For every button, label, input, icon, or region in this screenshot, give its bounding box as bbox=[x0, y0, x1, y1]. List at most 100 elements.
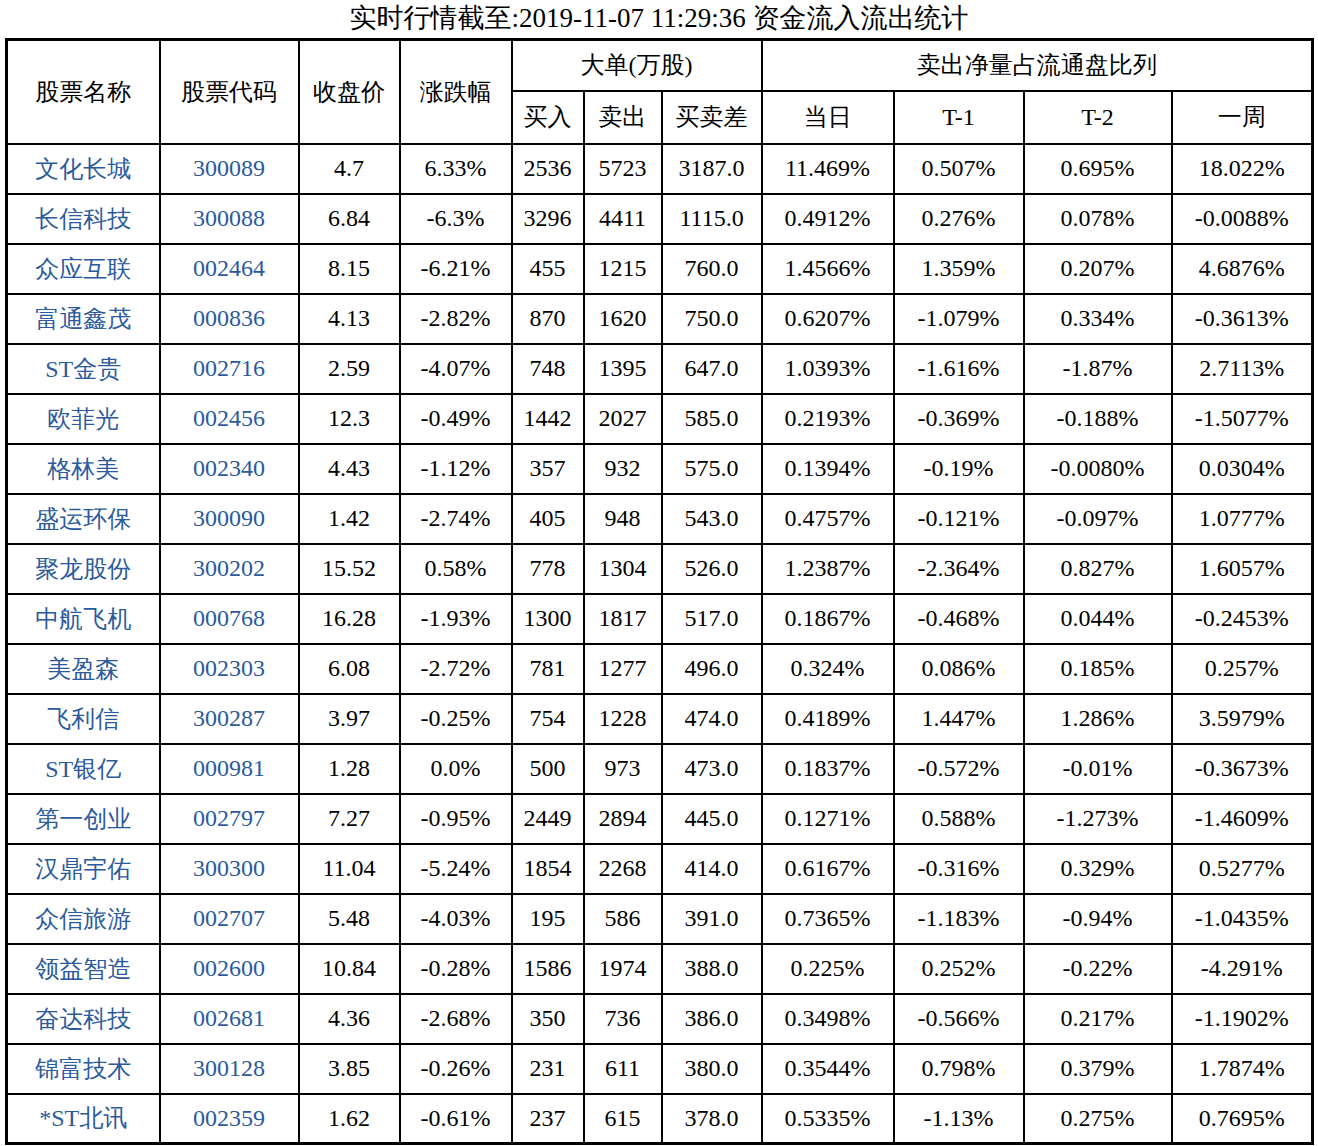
col-group-sell-net-ratio: 卖出净量占流通盘比列 bbox=[762, 40, 1313, 91]
buy-volume-cell: 754 bbox=[512, 694, 584, 744]
t1-ratio-cell: 0.276% bbox=[894, 194, 1024, 244]
table-body: 文化长城3000894.76.33%253657233187.011.469%0… bbox=[7, 144, 1313, 1144]
stock-code-cell: 300300 bbox=[160, 844, 299, 894]
sell-volume-cell: 948 bbox=[584, 494, 662, 544]
today-ratio-cell: 1.2387% bbox=[762, 544, 894, 594]
buy-volume-cell: 195 bbox=[512, 894, 584, 944]
stock-code-cell: 300090 bbox=[160, 494, 299, 544]
week-ratio-cell: -1.4609% bbox=[1172, 794, 1313, 844]
buy-sell-diff-cell: 388.0 bbox=[662, 944, 762, 994]
close-price-cell: 6.08 bbox=[299, 644, 400, 694]
buy-sell-diff-cell: 391.0 bbox=[662, 894, 762, 944]
today-ratio-cell: 0.6167% bbox=[762, 844, 894, 894]
week-ratio-cell: 0.257% bbox=[1172, 644, 1313, 694]
change-percent-cell: -5.24% bbox=[400, 844, 512, 894]
buy-sell-diff-cell: 543.0 bbox=[662, 494, 762, 544]
week-ratio-cell: -0.0088% bbox=[1172, 194, 1313, 244]
col-header-t2: T-2 bbox=[1024, 91, 1172, 144]
change-percent-cell: -4.03% bbox=[400, 894, 512, 944]
today-ratio-cell: 0.4757% bbox=[762, 494, 894, 544]
col-header-sell: 卖出 bbox=[584, 91, 662, 144]
close-price-cell: 6.84 bbox=[299, 194, 400, 244]
t2-ratio-cell: 0.078% bbox=[1024, 194, 1172, 244]
close-price-cell: 1.42 bbox=[299, 494, 400, 544]
table-row: 奋达科技0026814.36-2.68%350736386.00.3498%-0… bbox=[7, 994, 1313, 1044]
change-percent-cell: -0.49% bbox=[400, 394, 512, 444]
buy-volume-cell: 870 bbox=[512, 294, 584, 344]
close-price-cell: 4.7 bbox=[299, 144, 400, 194]
stock-code-cell: 000981 bbox=[160, 744, 299, 794]
sell-volume-cell: 1228 bbox=[584, 694, 662, 744]
week-ratio-cell: -1.1902% bbox=[1172, 994, 1313, 1044]
today-ratio-cell: 1.0393% bbox=[762, 344, 894, 394]
today-ratio-cell: 0.5335% bbox=[762, 1094, 894, 1144]
t1-ratio-cell: 1.447% bbox=[894, 694, 1024, 744]
stock-code-cell: 002716 bbox=[160, 344, 299, 394]
today-ratio-cell: 0.324% bbox=[762, 644, 894, 694]
buy-volume-cell: 1300 bbox=[512, 594, 584, 644]
t2-ratio-cell: 0.695% bbox=[1024, 144, 1172, 194]
today-ratio-cell: 0.1867% bbox=[762, 594, 894, 644]
sell-volume-cell: 615 bbox=[584, 1094, 662, 1144]
stock-name-cell: 富通鑫茂 bbox=[7, 294, 160, 344]
sell-volume-cell: 2894 bbox=[584, 794, 662, 844]
table-header: 股票名称 股票代码 收盘价 涨跌幅 大单(万股) 卖出净量占流通盘比列 买入 卖… bbox=[7, 40, 1313, 144]
change-percent-cell: -0.25% bbox=[400, 694, 512, 744]
t1-ratio-cell: -1.183% bbox=[894, 894, 1024, 944]
stock-name-cell: 格林美 bbox=[7, 444, 160, 494]
week-ratio-cell: -0.3613% bbox=[1172, 294, 1313, 344]
table-row: ST银亿0009811.280.0%500973473.00.1837%-0.5… bbox=[7, 744, 1313, 794]
week-ratio-cell: 3.5979% bbox=[1172, 694, 1313, 744]
sell-volume-cell: 2268 bbox=[584, 844, 662, 894]
week-ratio-cell: 18.022% bbox=[1172, 144, 1313, 194]
stock-name-cell: 飞利信 bbox=[7, 694, 160, 744]
t1-ratio-cell: -1.079% bbox=[894, 294, 1024, 344]
t1-ratio-cell: -1.616% bbox=[894, 344, 1024, 394]
stock-code-cell: 002464 bbox=[160, 244, 299, 294]
buy-volume-cell: 1442 bbox=[512, 394, 584, 444]
buy-volume-cell: 500 bbox=[512, 744, 584, 794]
stock-name-cell: 美盈森 bbox=[7, 644, 160, 694]
week-ratio-cell: -1.0435% bbox=[1172, 894, 1313, 944]
t2-ratio-cell: 0.275% bbox=[1024, 1094, 1172, 1144]
buy-sell-diff-cell: 474.0 bbox=[662, 694, 762, 744]
col-header-change: 涨跌幅 bbox=[400, 40, 512, 144]
week-ratio-cell: 0.7695% bbox=[1172, 1094, 1313, 1144]
stock-code-cell: 002303 bbox=[160, 644, 299, 694]
sell-volume-cell: 973 bbox=[584, 744, 662, 794]
stock-code-cell: 300128 bbox=[160, 1044, 299, 1094]
buy-sell-diff-cell: 750.0 bbox=[662, 294, 762, 344]
buy-volume-cell: 405 bbox=[512, 494, 584, 544]
col-header-today: 当日 bbox=[762, 91, 894, 144]
t2-ratio-cell: -0.097% bbox=[1024, 494, 1172, 544]
sell-volume-cell: 1277 bbox=[584, 644, 662, 694]
close-price-cell: 8.15 bbox=[299, 244, 400, 294]
today-ratio-cell: 1.4566% bbox=[762, 244, 894, 294]
sell-volume-cell: 1395 bbox=[584, 344, 662, 394]
t2-ratio-cell: 0.044% bbox=[1024, 594, 1172, 644]
t1-ratio-cell: -0.121% bbox=[894, 494, 1024, 544]
t2-ratio-cell: 1.286% bbox=[1024, 694, 1172, 744]
sell-volume-cell: 932 bbox=[584, 444, 662, 494]
week-ratio-cell: 4.6876% bbox=[1172, 244, 1313, 294]
sell-volume-cell: 586 bbox=[584, 894, 662, 944]
stock-name-cell: ST金贵 bbox=[7, 344, 160, 394]
stock-code-cell: 002797 bbox=[160, 794, 299, 844]
buy-sell-diff-cell: 760.0 bbox=[662, 244, 762, 294]
buy-volume-cell: 2449 bbox=[512, 794, 584, 844]
stock-code-cell: 300089 bbox=[160, 144, 299, 194]
fund-flow-table: 股票名称 股票代码 收盘价 涨跌幅 大单(万股) 卖出净量占流通盘比列 买入 卖… bbox=[5, 38, 1314, 1145]
stock-name-cell: ST银亿 bbox=[7, 744, 160, 794]
change-percent-cell: -2.68% bbox=[400, 994, 512, 1044]
buy-volume-cell: 778 bbox=[512, 544, 584, 594]
sell-volume-cell: 611 bbox=[584, 1044, 662, 1094]
t2-ratio-cell: 0.217% bbox=[1024, 994, 1172, 1044]
t2-ratio-cell: -0.0080% bbox=[1024, 444, 1172, 494]
buy-sell-diff-cell: 3187.0 bbox=[662, 144, 762, 194]
close-price-cell: 16.28 bbox=[299, 594, 400, 644]
change-percent-cell: -6.3% bbox=[400, 194, 512, 244]
week-ratio-cell: 2.7113% bbox=[1172, 344, 1313, 394]
week-ratio-cell: 0.0304% bbox=[1172, 444, 1313, 494]
buy-volume-cell: 748 bbox=[512, 344, 584, 394]
buy-volume-cell: 357 bbox=[512, 444, 584, 494]
